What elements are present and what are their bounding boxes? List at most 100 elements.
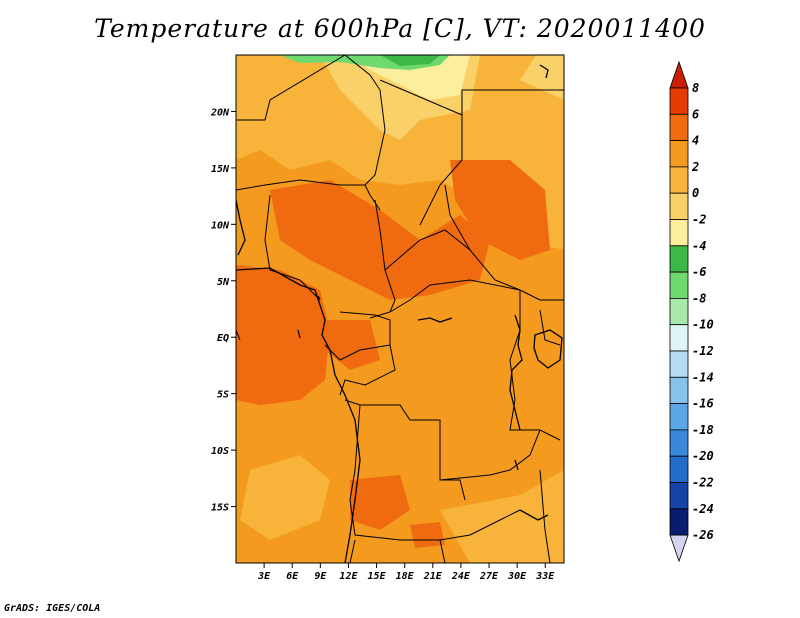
lon-tick-label: 12E: [339, 571, 358, 582]
field-m6tom4: [380, 55, 440, 66]
colorbar-label: -12: [692, 344, 714, 358]
border-17: [539, 309, 561, 346]
colorbar-label: 4: [692, 134, 699, 148]
colorbar-swatch: [669, 166, 689, 194]
border-11: [389, 279, 521, 313]
colorbar-swatch: [669, 245, 689, 273]
lake-2: [514, 459, 519, 471]
colorbar-label: -16: [692, 397, 714, 411]
lake-victoria: [533, 329, 563, 369]
west-coast: [236, 199, 246, 256]
colorbar-label: -2: [692, 213, 706, 227]
colorbar-label: -4: [692, 239, 706, 253]
border-5: [236, 179, 365, 191]
colorbar-label: -14: [692, 370, 714, 384]
river-1: [539, 64, 549, 79]
lat-axis: 20N 15N 10N 5N EQ 5S 10S 15S: [210, 107, 236, 514]
lon-tick-label: 33E: [535, 571, 555, 582]
grads-credit: GrADS: IGES/COLA: [4, 603, 101, 614]
border-2: [344, 55, 386, 211]
field-0to2-sw: [240, 455, 330, 540]
lake-malawi: [519, 509, 549, 521]
border-15: [439, 429, 541, 481]
colorbar-label: -8: [692, 291, 706, 305]
border-1: [236, 55, 346, 121]
border-4: [461, 89, 564, 115]
lat-tick-label: EQ: [217, 333, 229, 344]
colorbar-label: -6: [692, 265, 706, 279]
colorbar-label: -18: [692, 423, 714, 437]
coastlines: [236, 64, 563, 563]
lat-tick-label: 10N: [211, 220, 230, 231]
border-8: [384, 229, 564, 301]
colorbar-swatch: [669, 140, 689, 168]
border-3: [379, 79, 463, 226]
map-title: Temperature at 600hPa [C], VT: 202001140…: [94, 14, 706, 43]
lat-tick-label: 15N: [211, 164, 230, 175]
border-19: [439, 539, 446, 563]
lat-tick-label: 10S: [211, 446, 229, 457]
rift-lakes: [509, 314, 523, 431]
colorbar-label: -22: [692, 476, 714, 490]
lon-tick-label: 21E: [423, 571, 443, 582]
border-14: [349, 404, 521, 541]
island-1: [297, 329, 301, 339]
colorbar-label: 8: [692, 81, 699, 95]
colorbar-swatch: [669, 271, 689, 299]
field-4to6-central: [270, 180, 490, 300]
field-4to6-east: [450, 160, 550, 260]
lake-1: [417, 317, 453, 323]
border-12: [339, 344, 396, 396]
field-0to2-se: [440, 470, 564, 563]
lon-tick-label: 3E: [257, 571, 271, 582]
field-4to6-west: [236, 265, 330, 405]
colorbar-swatch: [669, 455, 689, 483]
border-7: [369, 199, 396, 319]
colorbar-swatch: [669, 534, 689, 563]
lon-tick-label: 30E: [507, 571, 527, 582]
colorbar-swatch: [669, 113, 689, 142]
border-18: [349, 539, 356, 563]
lat-tick-label: 5S: [217, 390, 229, 401]
colorbar-swatch: [669, 87, 689, 115]
colorbar-swatch: [669, 429, 689, 457]
lon-tick-label: 15E: [368, 571, 387, 582]
field-4to6-south: [410, 522, 445, 548]
border-21: [236, 329, 241, 341]
colorbar-swatch: [669, 403, 689, 431]
field-m2to0-ne: [520, 55, 564, 100]
lon-tick-label: 27E: [479, 571, 499, 582]
field-4to6-angola: [350, 475, 410, 530]
field-4to6-gabon: [320, 320, 380, 370]
border-9: [444, 184, 471, 251]
colorbar-label: 2: [691, 160, 699, 174]
lon-tick-label: 6E: [286, 571, 299, 582]
border-20: [539, 469, 551, 563]
lat-tick-label: 5N: [217, 277, 230, 288]
colorbar: 8 6 4 2 0 -2 -4 -6 -8 -10 -12 -14 -16 -18 -20 -22 -24 -26: [669, 60, 714, 563]
colorbar-label: -20: [692, 449, 714, 463]
border-13: [344, 399, 466, 501]
colorbar-swatch: [669, 219, 689, 247]
lon-tick-label: 24E: [451, 571, 471, 582]
lat-tick-label: 15S: [211, 503, 229, 514]
lon-tick-label: 9E: [314, 571, 327, 582]
colorbar-swatch: [669, 376, 689, 404]
lat-tick-label: 20N: [210, 107, 230, 118]
map-frame: [235, 54, 565, 564]
colorbar-swatch: [669, 350, 689, 378]
colorbar-label: 0: [692, 186, 699, 200]
colorbar-swatch: [669, 60, 689, 89]
colorbar-label: 6: [692, 107, 699, 121]
temperature-field: [236, 55, 564, 563]
colorbar-label: -10: [692, 318, 714, 332]
colorbar-swatch: [669, 192, 689, 220]
colorbar-swatch: [669, 482, 689, 510]
colorbar-swatch: [669, 324, 689, 352]
lon-tick-label: 18E: [396, 571, 415, 582]
colorbar-swatch: [669, 508, 689, 536]
colorbar-label: -24: [692, 502, 714, 516]
colorbar-label: -26: [692, 528, 714, 542]
colorbar-swatch: [669, 297, 689, 326]
